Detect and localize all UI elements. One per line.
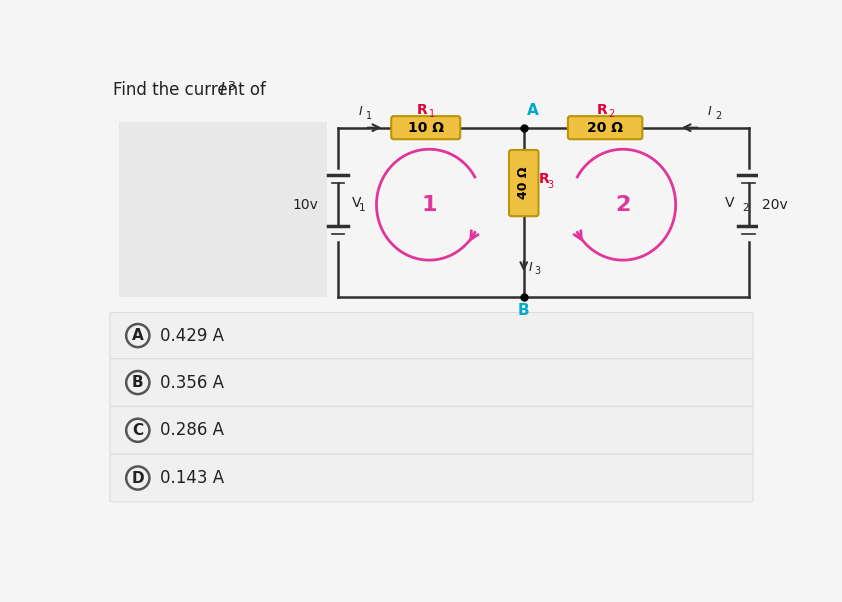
FancyBboxPatch shape [110,359,753,406]
FancyBboxPatch shape [110,312,753,359]
Text: V: V [725,196,734,210]
Text: I: I [529,261,532,275]
Text: B: B [132,375,144,390]
Text: 0.143 A: 0.143 A [159,469,224,487]
FancyBboxPatch shape [110,454,753,502]
Text: V: V [352,196,361,210]
Text: 2: 2 [608,109,615,119]
Text: 1: 1 [359,203,365,213]
Text: I: I [360,105,363,119]
Text: 10 Ω: 10 Ω [408,120,444,135]
Text: 3: 3 [227,80,235,93]
FancyBboxPatch shape [509,150,539,216]
Text: A: A [527,104,539,119]
FancyBboxPatch shape [120,122,327,297]
Text: 1: 1 [422,194,437,215]
Text: 3: 3 [535,266,541,276]
Text: 0.286 A: 0.286 A [159,421,223,439]
Text: 1: 1 [429,109,435,119]
Text: A: A [132,328,144,343]
Text: 1: 1 [366,111,372,121]
Text: 0.356 A: 0.356 A [159,374,223,391]
Text: 2: 2 [715,111,722,121]
Text: B: B [518,303,530,318]
Text: Find the current of: Find the current of [113,81,271,99]
Text: I: I [708,105,711,119]
FancyBboxPatch shape [392,116,461,139]
Text: D: D [131,471,144,486]
Text: 20 Ω: 20 Ω [587,120,623,135]
Text: R: R [418,103,428,117]
Text: 20v: 20v [763,197,788,212]
FancyBboxPatch shape [568,116,642,139]
FancyBboxPatch shape [110,406,753,454]
Text: R: R [539,172,550,186]
Text: 3: 3 [547,179,553,190]
Text: 2: 2 [743,203,749,213]
Text: I: I [220,81,225,99]
Text: 10v: 10v [292,197,318,212]
Text: R: R [597,103,607,117]
Text: 0.429 A: 0.429 A [159,326,223,344]
Text: 40 Ω: 40 Ω [517,167,530,199]
Text: C: C [132,423,143,438]
Text: 2: 2 [616,194,631,215]
